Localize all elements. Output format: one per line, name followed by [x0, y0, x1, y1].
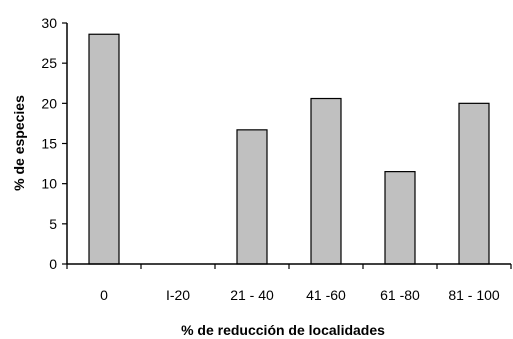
y-tick-label: 20	[41, 95, 57, 111]
x-tick-label: 41 -60	[306, 287, 346, 303]
y-tick-label: 25	[41, 55, 57, 71]
bar-3	[310, 97, 342, 265]
x-ticks-group: 0 I-20 21 - 40 41 -60 61 -80 81 - 100	[66, 264, 512, 303]
x-tick-label: 61 -80	[380, 287, 420, 303]
bar-0	[88, 33, 120, 265]
y-tick-label: 0	[49, 256, 57, 272]
y-tick-label: 30	[41, 15, 57, 31]
axes-group	[66, 23, 511, 265]
bar-5	[458, 102, 490, 265]
bars-group	[88, 33, 490, 265]
x-tick-label: I-20	[166, 287, 190, 303]
x-tick-label: 21 - 40	[230, 287, 274, 303]
y-ticks-group: 0 5 10 15 20 25 30	[41, 15, 67, 272]
bar-4	[384, 171, 416, 265]
bar-2	[236, 129, 268, 265]
y-tick-label: 15	[41, 136, 57, 152]
x-tick-label: 0	[100, 287, 108, 303]
x-tick-label: 81 - 100	[448, 287, 500, 303]
y-axis-title: % de especies	[11, 95, 27, 191]
y-tick-label: 5	[49, 216, 57, 232]
y-tick-label: 10	[41, 176, 57, 192]
x-axis-title: % de reducción de localidades	[181, 322, 385, 338]
